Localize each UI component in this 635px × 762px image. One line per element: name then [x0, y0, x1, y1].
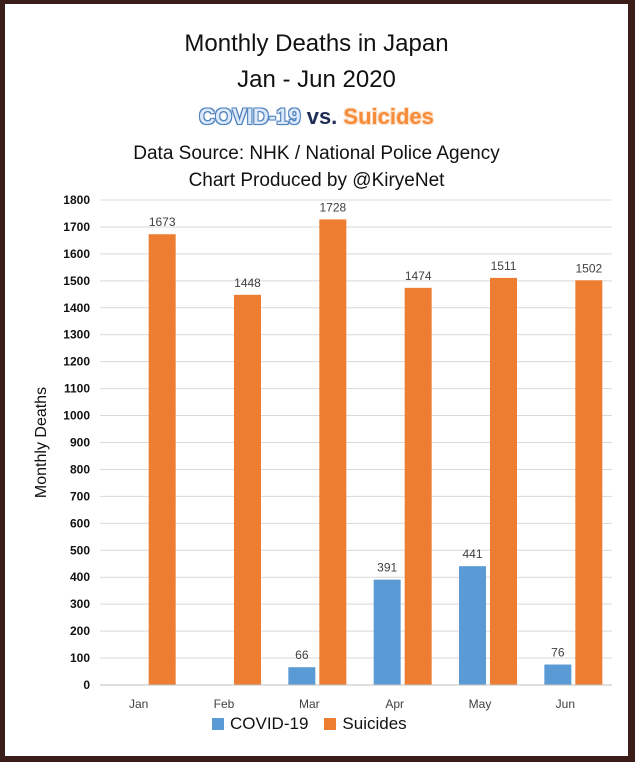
y-tick-label: 1600: [63, 247, 90, 261]
data-label: 1728: [319, 200, 346, 214]
y-tick-label: 600: [70, 516, 90, 530]
chart-subtitle-comparison: COVID-19 vs. Suicides: [5, 104, 628, 130]
chart-credit-text: Chart Produced by @KiryeNet: [188, 170, 445, 191]
bar-suicides: [148, 234, 176, 685]
vs-title-word: vs.: [306, 104, 338, 129]
bar-covid: [288, 667, 316, 685]
y-tick-label: 1700: [63, 220, 90, 234]
x-tick-label: Feb: [214, 697, 235, 711]
x-tick-label: May: [469, 697, 492, 711]
bar-covid: [544, 664, 572, 685]
data-label: 441: [462, 547, 482, 561]
x-tick-label: Apr: [385, 697, 404, 711]
data-label: 1673: [149, 215, 176, 229]
y-tick-label: 1300: [63, 328, 90, 342]
y-tick-label: 500: [70, 543, 90, 557]
y-tick-label: 200: [70, 624, 90, 638]
x-tick-label: Jun: [556, 697, 575, 711]
y-tick-label: 400: [70, 570, 90, 584]
bar-covid: [373, 579, 401, 685]
chart-title: Monthly Deaths in Japan: [184, 30, 449, 57]
suicides-title-word: Suicides: [343, 104, 434, 129]
bar-suicides: [319, 219, 347, 685]
y-tick-label: 1400: [63, 301, 90, 315]
data-label: 66: [295, 648, 309, 662]
y-tick-label: 1200: [63, 355, 90, 369]
y-tick-label: 100: [70, 651, 90, 665]
y-tick-label: 1100: [64, 382, 90, 396]
y-tick-label: 1000: [63, 409, 90, 423]
data-source-text: Data Source: NHK / National Police Agenc…: [133, 143, 500, 164]
y-axis-label: Monthly Deaths: [33, 387, 50, 498]
x-tick-label: Jan: [129, 697, 148, 711]
chart-legend: COVID-19 Suicides: [212, 714, 423, 734]
y-tick-label: 700: [70, 489, 90, 503]
y-tick-label: 0: [83, 678, 90, 692]
bar-suicides: [575, 280, 603, 685]
bar-suicides: [234, 294, 261, 685]
x-tick-label: Mar: [299, 697, 320, 711]
legend-label: Suicides: [342, 714, 407, 733]
bar-covid: [459, 566, 486, 685]
data-label: 1474: [405, 269, 432, 283]
y-tick-label: 300: [70, 597, 90, 611]
data-label: 76: [551, 646, 565, 660]
legend-item: Suicides: [324, 714, 407, 734]
y-tick-label: 800: [70, 462, 90, 476]
legend-swatch: [212, 718, 224, 730]
chart-subtitle-period: Jan - Jun 2020: [237, 66, 396, 93]
y-tick-label: 900: [70, 436, 90, 450]
legend-label: COVID-19: [230, 714, 309, 733]
data-label: 1448: [234, 276, 261, 290]
legend-swatch: [324, 718, 337, 730]
data-label: 1502: [575, 261, 602, 275]
bar-suicides: [404, 287, 432, 685]
data-label: 391: [377, 561, 397, 575]
data-label: 1511: [491, 259, 517, 273]
bar-suicides: [490, 277, 517, 685]
legend-item: COVID-19: [212, 714, 308, 734]
y-tick-label: 1800: [63, 193, 90, 207]
y-tick-label: 1500: [63, 274, 90, 288]
covid-title-word: COVID-19: [199, 104, 301, 129]
